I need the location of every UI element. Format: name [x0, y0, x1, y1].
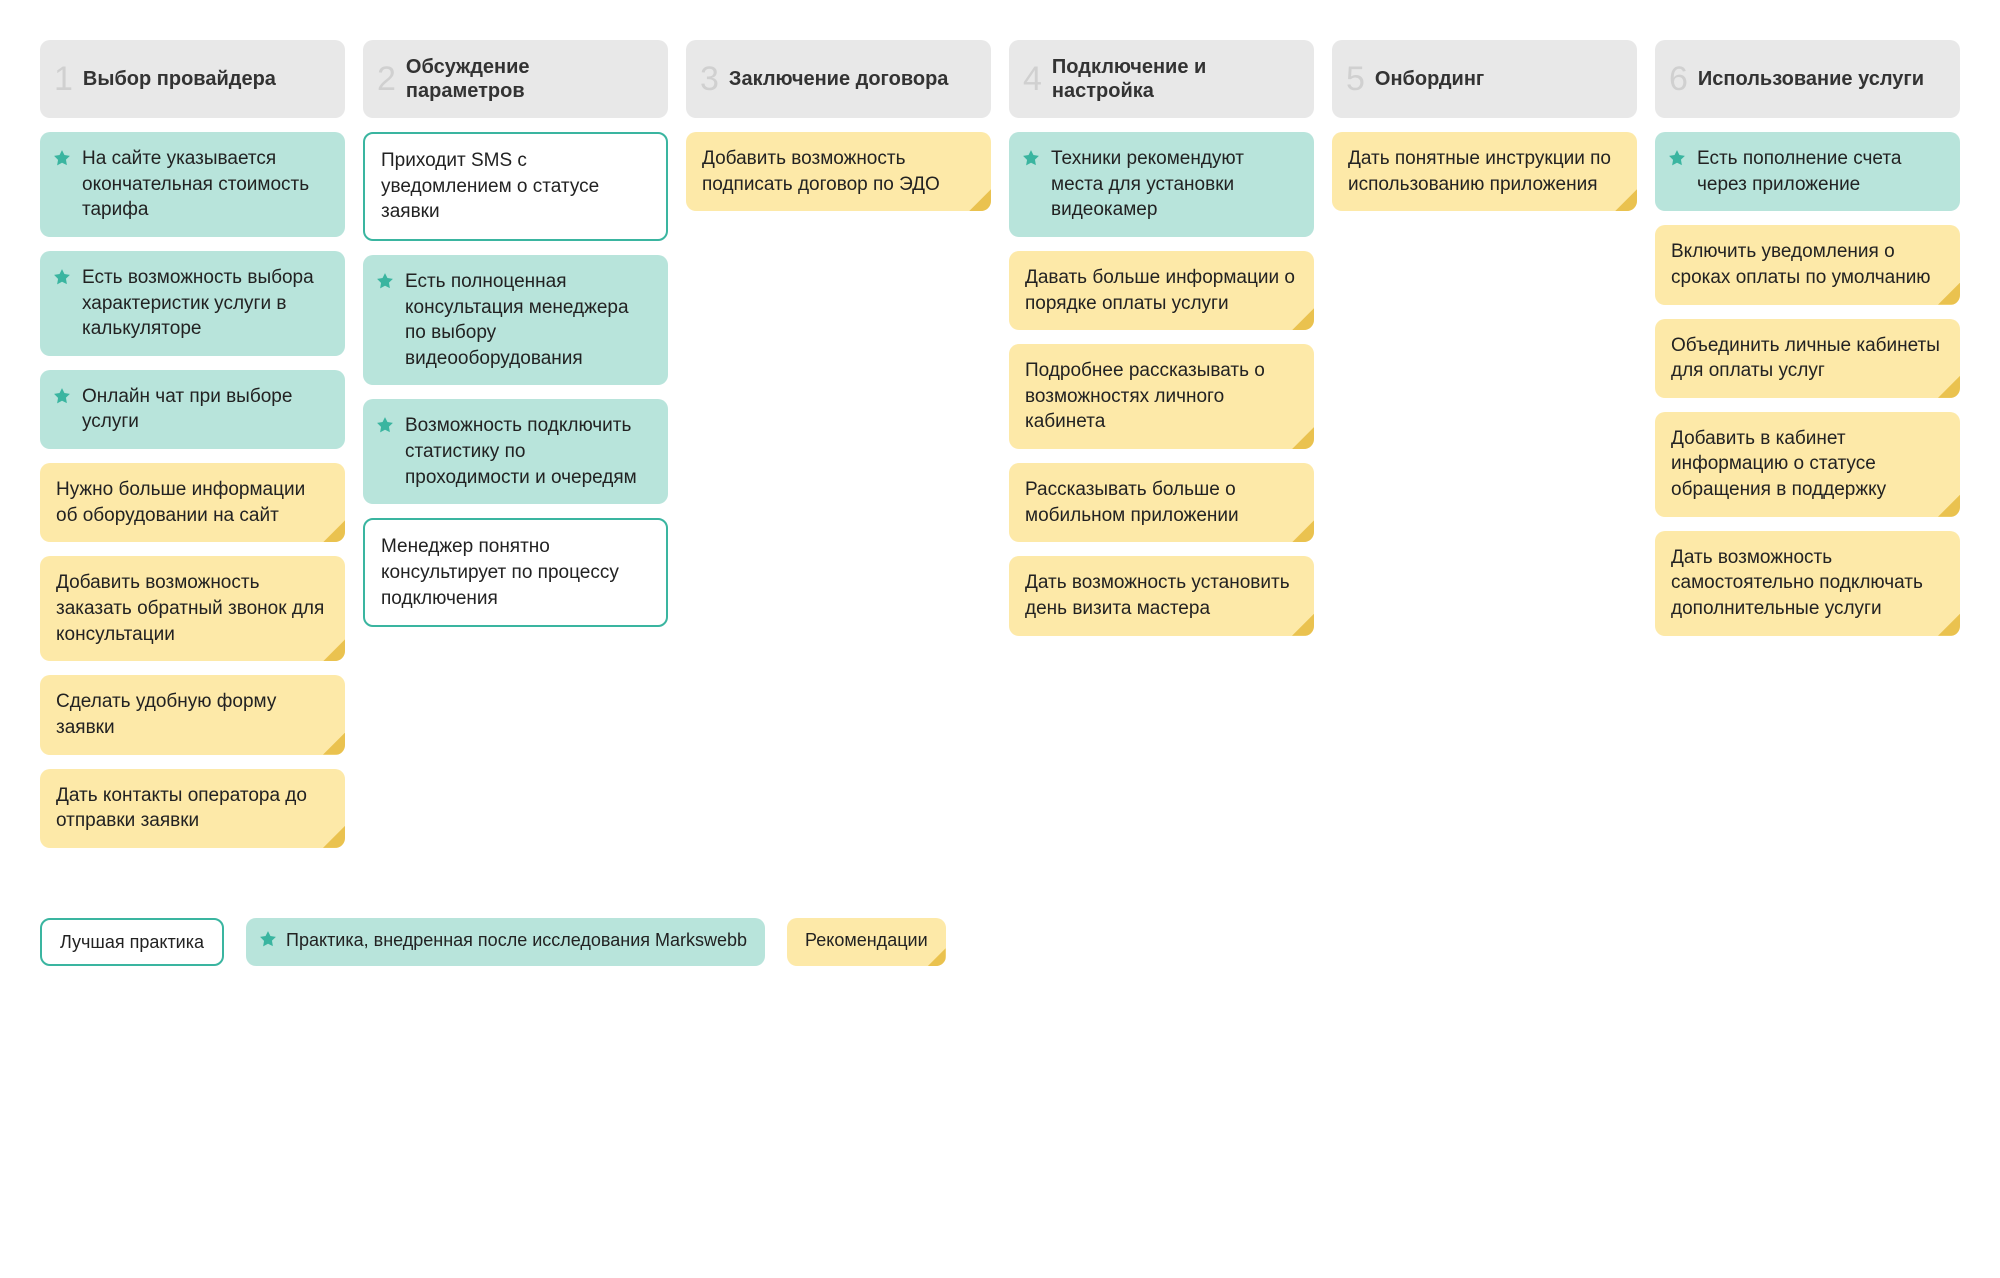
star-icon [258, 929, 278, 949]
star-icon [1667, 148, 1687, 168]
card-teal: Техники рекомендуют места для установки … [1009, 132, 1314, 237]
card-white: Приходит SMS с уведомлением о статусе за… [363, 132, 668, 241]
card-text: Дать контакты оператора до отправки заяв… [56, 785, 307, 832]
card-text: Есть пополнение счета через приложение [1697, 148, 1901, 195]
column-number: 1 [54, 62, 73, 96]
card-teal: Онлайн чат при выборе услуги [40, 370, 345, 449]
star-icon [52, 148, 72, 168]
card-yellow: Давать больше информации о порядке оплат… [1009, 251, 1314, 330]
column-number: 2 [377, 62, 396, 96]
column-title: Подключение и настройка [1052, 55, 1298, 103]
card-text: Рассказывать больше о мобильном приложен… [1025, 479, 1239, 526]
card-text: Добавить возможность заказать обратный з… [56, 572, 324, 644]
card-text: Дать понятные инструкции по использовани… [1348, 148, 1611, 195]
card-text: Есть полноценная консультация менеджера … [405, 271, 629, 369]
column-title: Онбординг [1375, 67, 1484, 91]
card-text: Добавить в кабинет информацию о статусе … [1671, 428, 1886, 500]
column-title: Использование услуги [1698, 67, 1924, 91]
card-text: Практика, внедренная после исследования … [286, 930, 747, 950]
card-teal: Практика, внедренная после исследования … [246, 918, 765, 966]
card-text: Менеджер понятно консультирует по процес… [381, 536, 619, 608]
card-text: Онлайн чат при выборе услуги [82, 386, 292, 433]
card-text: Приходит SMS с уведомлением о статусе за… [381, 150, 599, 222]
card-yellow: Дать контакты оператора до отправки заяв… [40, 769, 345, 848]
star-icon [375, 271, 395, 291]
journey-board: 1 Выбор провайдера На сайте указывается ок… [40, 40, 1960, 848]
card-yellow: Дать понятные инструкции по использовани… [1332, 132, 1637, 211]
star-icon [1021, 148, 1041, 168]
card-white: Лучшая практика [40, 918, 224, 966]
card-text: Рекомендации [805, 930, 928, 950]
card-yellow: Добавить возможность заказать обратный з… [40, 556, 345, 661]
column-1: 1 Выбор провайдера На сайте указывается ок… [40, 40, 345, 848]
column-header: 4 Подключение и настройка [1009, 40, 1314, 118]
card-teal: Есть возможность выбора характеристик ус… [40, 251, 345, 356]
card-yellow: Добавить в кабинет информацию о статусе … [1655, 412, 1960, 517]
card-text: Объединить личные кабинеты для оплаты ус… [1671, 335, 1940, 382]
column-header: 1 Выбор провайдера [40, 40, 345, 118]
card-yellow: Нужно больше информации об оборудовании … [40, 463, 345, 542]
card-teal: На сайте указывается окончательная стоим… [40, 132, 345, 237]
column-header: 5 Онбординг [1332, 40, 1637, 118]
card-yellow: Сделать удобную форму заявки [40, 675, 345, 754]
star-icon [375, 415, 395, 435]
column-number: 5 [1346, 62, 1365, 96]
star-icon [52, 267, 72, 287]
card-yellow: Рекомендации [787, 918, 946, 966]
card-white: Менеджер понятно консультирует по процес… [363, 518, 668, 627]
column-2: 2 Обсуждение параметров Приходит SMS с уве… [363, 40, 668, 848]
column-number: 6 [1669, 62, 1688, 96]
card-text: Есть возможность выбора характеристик ус… [82, 267, 314, 339]
column-header: 3 Заключение договора [686, 40, 991, 118]
column-4: 4 Подключение и настройка Техники рекоменд… [1009, 40, 1314, 848]
star-icon [52, 386, 72, 406]
card-text: Добавить возможность подписать договор п… [702, 148, 940, 195]
card-yellow: Включить уведомления о сроках оплаты по … [1655, 225, 1960, 304]
column-number: 3 [700, 62, 719, 96]
column-5: 5 Онбординг Дать понятные инструкции по ис… [1332, 40, 1637, 848]
card-yellow: Дать возможность установить день визита … [1009, 556, 1314, 635]
column-header: 6 Использование услуги [1655, 40, 1960, 118]
column-3: 3 Заключение договора Добавить возможность… [686, 40, 991, 848]
card-text: Лучшая практика [60, 932, 204, 952]
column-title: Выбор провайдера [83, 67, 276, 91]
legend: Лучшая практика Практика, внедренная посл… [40, 918, 1960, 966]
card-text: Дать возможность самостоятельно подключа… [1671, 547, 1923, 619]
card-yellow: Рассказывать больше о мобильном приложен… [1009, 463, 1314, 542]
column-header: 2 Обсуждение параметров [363, 40, 668, 118]
card-teal: Есть полноценная консультация менеджера … [363, 255, 668, 386]
card-yellow: Добавить возможность подписать договор п… [686, 132, 991, 211]
card-text: Сделать удобную форму заявки [56, 691, 276, 738]
column-title: Обсуждение параметров [406, 55, 652, 103]
card-text: Дать возможность установить день визита … [1025, 572, 1290, 619]
card-teal: Есть пополнение счета через приложение [1655, 132, 1960, 211]
card-text: Подробнее рассказывать о возможностях ли… [1025, 360, 1265, 432]
card-yellow: Объединить личные кабинеты для оплаты ус… [1655, 319, 1960, 398]
column-6: 6 Использование услуги Есть пополнение сче… [1655, 40, 1960, 848]
card-yellow: Дать возможность самостоятельно подключа… [1655, 531, 1960, 636]
card-text: На сайте указывается окончательная стоим… [82, 148, 309, 220]
card-text: Техники рекомендуют места для установки … [1051, 148, 1244, 220]
column-number: 4 [1023, 62, 1042, 96]
card-text: Давать больше информации о порядке оплат… [1025, 267, 1295, 314]
column-title: Заключение договора [729, 67, 949, 91]
card-text: Нужно больше информации об оборудовании … [56, 479, 305, 526]
card-text: Включить уведомления о сроках оплаты по … [1671, 241, 1931, 288]
card-teal: Возможность подключить статистику по про… [363, 399, 668, 504]
card-yellow: Подробнее рассказывать о возможностях ли… [1009, 344, 1314, 449]
card-text: Возможность подключить статистику по про… [405, 415, 637, 487]
